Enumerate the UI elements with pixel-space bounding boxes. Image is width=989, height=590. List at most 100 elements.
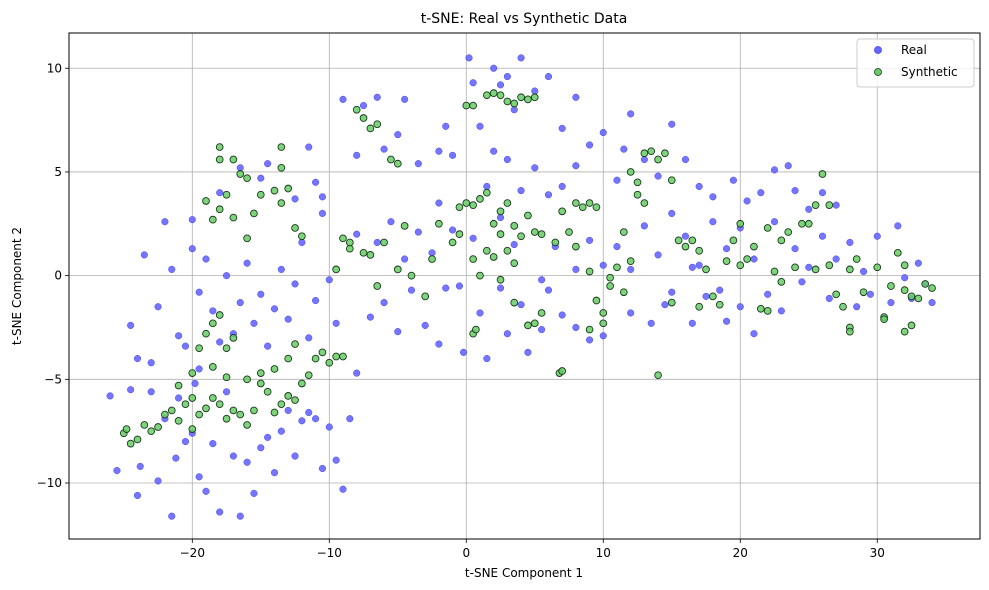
x-tick-label: −10 — [317, 546, 342, 560]
real-data-point — [188, 245, 196, 253]
real-data-point — [572, 323, 580, 332]
real-data-point — [394, 328, 402, 336]
synthetic-data-point — [229, 213, 238, 222]
synthetic-data-point — [681, 242, 690, 251]
real-data-point — [277, 427, 285, 435]
real-data-point — [517, 54, 525, 62]
real-data-point — [243, 259, 251, 267]
synthetic-data-point — [722, 257, 731, 265]
synthetic-data-point — [455, 203, 464, 212]
synthetic-data-point — [359, 248, 368, 257]
real-data-point — [736, 303, 744, 311]
synthetic-data-point — [174, 416, 183, 425]
real-data-point — [825, 294, 833, 302]
synthetic-data-point — [647, 147, 656, 156]
real-data-point — [510, 106, 518, 114]
real-data-point — [723, 245, 731, 253]
real-data-point — [688, 263, 696, 271]
synthetic-data-point — [215, 143, 224, 151]
real-data-point — [873, 232, 881, 240]
x-tick-label: 20 — [733, 546, 748, 560]
real-data-point — [332, 319, 340, 327]
real-data-point — [216, 508, 224, 516]
synthetic-data-point — [900, 261, 909, 270]
real-data-point — [490, 147, 498, 155]
real-data-point — [599, 332, 607, 340]
real-data-point — [257, 174, 265, 182]
real-data-point — [401, 255, 409, 263]
real-data-point — [312, 415, 320, 423]
synthetic-data-point — [510, 259, 519, 268]
synthetic-data-point — [393, 265, 402, 274]
real-data-point — [599, 261, 607, 269]
synthetic-data-point — [167, 406, 176, 415]
real-data-point — [216, 189, 224, 197]
synthetic-data-point — [791, 263, 799, 272]
synthetic-data-point — [359, 114, 368, 122]
synthetic-data-point — [476, 195, 484, 203]
synthetic-data-point — [428, 255, 436, 263]
real-data-point — [503, 72, 511, 81]
synthetic-data-point — [250, 209, 258, 218]
real-data-point — [709, 218, 717, 226]
synthetic-data-point — [510, 298, 519, 307]
synthetic-data-point — [640, 199, 649, 207]
synthetic-data-point — [907, 321, 916, 330]
real-data-point — [270, 469, 279, 477]
synthetic-data-point — [181, 400, 190, 409]
real-data-point — [325, 423, 333, 431]
synthetic-data-point — [811, 201, 820, 209]
synthetic-data-point — [318, 348, 327, 357]
synthetic-data-point — [811, 265, 820, 274]
real-data-point — [483, 182, 491, 191]
synthetic-data-point — [565, 228, 573, 236]
synthetic-data-point — [455, 230, 464, 239]
real-data-point — [627, 309, 635, 317]
real-data-point — [914, 259, 922, 267]
real-data-point — [544, 286, 553, 294]
real-data-point — [305, 334, 313, 342]
real-data-point — [346, 415, 354, 423]
real-data-point — [305, 143, 313, 151]
axis-ticks: −20 −10 0 10 20 30 −10 −5 0 5 10 — [37, 61, 885, 560]
synthetic-data-point — [585, 199, 594, 207]
real-data-point — [147, 359, 155, 367]
synthetic-data-point — [236, 410, 245, 419]
real-data-point — [435, 199, 443, 207]
real-data-point — [291, 452, 299, 460]
synthetic-data-point — [284, 184, 293, 193]
real-data-point — [572, 162, 580, 170]
grid-lines — [69, 33, 980, 539]
synthetic-data-point — [311, 354, 320, 363]
synthetic-data-point — [304, 371, 313, 380]
synthetic-data-point — [345, 238, 354, 247]
real-data-point — [483, 355, 491, 363]
synthetic-data-point — [291, 396, 299, 404]
real-data-point — [188, 216, 196, 224]
real-data-point — [586, 236, 594, 244]
real-data-point — [312, 178, 320, 186]
real-data-point — [798, 278, 806, 286]
synthetic-data-point — [243, 375, 251, 384]
synthetic-data-point — [798, 219, 806, 228]
synthetic-data-point — [489, 89, 498, 97]
synthetic-data-point — [387, 155, 395, 164]
synthetic-data-point — [524, 211, 532, 220]
x-axis-label: t-SNE Component 1 — [465, 566, 583, 580]
real-data-point — [524, 348, 532, 356]
real-data-point — [805, 263, 813, 271]
real-data-point — [455, 282, 463, 290]
real-data-point — [291, 280, 299, 288]
real-data-point — [175, 332, 183, 340]
synthetic-data-point — [770, 267, 779, 276]
real-data-point — [538, 325, 546, 334]
synthetic-data-point — [496, 275, 505, 284]
real-data-point — [161, 218, 169, 226]
synthetic-data-point — [161, 410, 169, 419]
real-data-point — [414, 228, 422, 236]
synthetic-data-point — [530, 319, 539, 328]
real-data-point — [270, 305, 279, 313]
synthetic-data-point — [613, 263, 621, 272]
real-data-point — [647, 319, 655, 327]
